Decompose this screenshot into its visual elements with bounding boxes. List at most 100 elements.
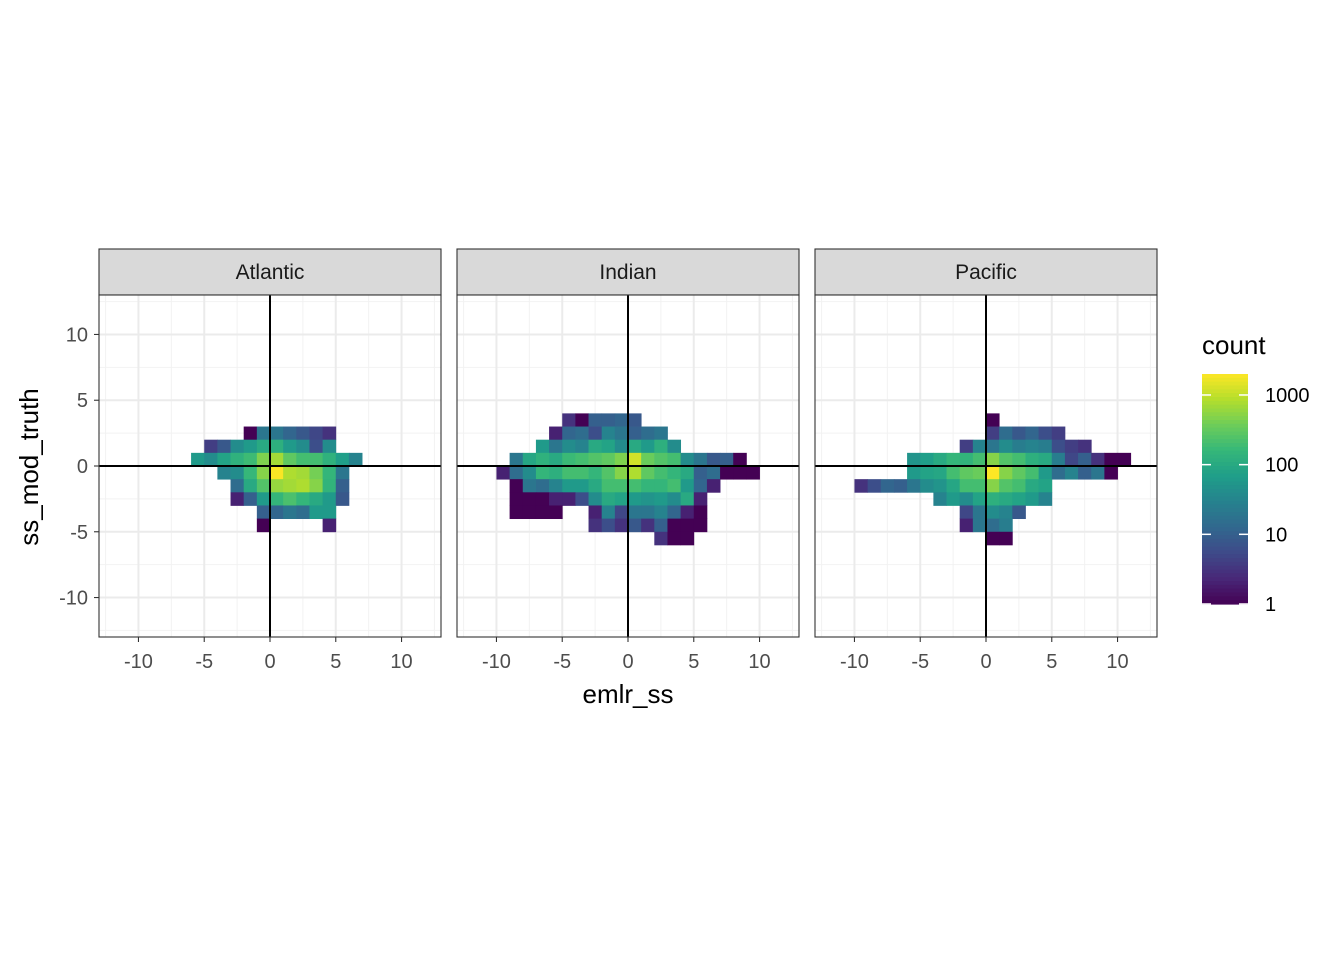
bin-cell xyxy=(535,479,550,493)
facet-panels: Atlantic Indian Pacific xyxy=(98,248,1158,638)
bin-cell xyxy=(309,426,324,441)
colorbar-segment xyxy=(1202,400,1248,406)
bin-cell xyxy=(588,518,603,533)
bin-cell xyxy=(601,492,616,506)
bin-cell xyxy=(230,452,245,467)
bin-cell xyxy=(549,439,563,454)
bin-cell xyxy=(1038,466,1053,480)
bin-cell xyxy=(1025,426,1040,441)
colorbar-segment xyxy=(1202,385,1248,390)
bin-cell xyxy=(999,452,1013,467)
bin-cell xyxy=(1012,439,1026,454)
bin-cell xyxy=(243,426,258,441)
bin-cell xyxy=(270,439,284,454)
colorbar-segment xyxy=(1202,393,1248,398)
bin-cell xyxy=(575,492,589,506)
bin-cell xyxy=(1012,492,1026,506)
x-tick-label: 0 xyxy=(622,651,633,673)
bin-cell xyxy=(946,479,961,493)
bin-cell xyxy=(667,479,682,493)
colorbar-segment xyxy=(1202,546,1248,551)
bin-cell xyxy=(243,492,258,506)
colorbar-segment xyxy=(1202,523,1248,528)
bin-cell xyxy=(535,505,550,520)
legend-break-label: 1 xyxy=(1265,594,1276,616)
bin-cell xyxy=(986,518,1000,533)
bin-cell xyxy=(217,466,231,480)
bin-cell xyxy=(230,439,245,454)
bin-cell xyxy=(641,452,655,467)
colorbar-segment xyxy=(1202,596,1248,601)
bin-cell xyxy=(562,479,576,493)
bin-cell xyxy=(933,479,947,493)
bin-cell xyxy=(1104,452,1118,467)
bin-cell xyxy=(641,492,655,506)
bin-cell xyxy=(628,466,642,480)
bin-cell xyxy=(880,479,895,493)
bin-cell xyxy=(733,466,747,480)
bin-cell xyxy=(920,452,934,467)
bin-cell xyxy=(1078,466,1092,480)
colorbar-segment xyxy=(1202,489,1248,494)
bin-cell xyxy=(614,413,629,427)
bin-cell xyxy=(535,492,550,506)
bin-cell xyxy=(959,505,974,520)
bin-cell xyxy=(999,426,1013,441)
bin-cell xyxy=(972,479,987,493)
bin-cell xyxy=(549,466,563,480)
x-tick-label: 5 xyxy=(330,651,341,673)
colorbar-segment xyxy=(1202,581,1248,586)
bin-cell xyxy=(535,452,550,467)
bin-cell xyxy=(575,452,589,467)
bin-cell xyxy=(986,426,1000,441)
bin-cell xyxy=(562,426,576,441)
bin-cell xyxy=(854,479,869,493)
bin-cell xyxy=(322,505,337,520)
facet-panel-pacific: Pacific xyxy=(814,248,1158,638)
bin-cell xyxy=(322,479,337,493)
bin-cell xyxy=(907,466,921,480)
x-tick-label: -10 xyxy=(124,651,153,673)
bin-cell xyxy=(243,479,258,493)
x-tick-label: 0 xyxy=(264,651,275,673)
bin-cell xyxy=(601,439,616,454)
bin-cell xyxy=(654,518,668,533)
colorbar-segment xyxy=(1202,412,1248,417)
bin-cell xyxy=(1025,452,1040,467)
bin-cell xyxy=(230,492,245,506)
colorbar-segment xyxy=(1202,377,1248,383)
bin-cell xyxy=(601,426,616,441)
colorbar-segment xyxy=(1202,420,1248,425)
bin-cell xyxy=(1064,439,1079,454)
bin-cell xyxy=(562,413,576,427)
colorbar-segment xyxy=(1202,374,1248,379)
facet-strip xyxy=(456,248,800,296)
bin-cell xyxy=(654,452,668,467)
bin-cell xyxy=(270,492,284,506)
bin-cell xyxy=(204,439,218,454)
bin-cell xyxy=(667,452,682,467)
colorbar-segment xyxy=(1202,466,1248,471)
bin-cell xyxy=(549,492,563,506)
bin-cell xyxy=(549,479,563,493)
x-tick-label: 10 xyxy=(390,651,412,673)
bin-cell xyxy=(680,479,695,493)
bin-cell xyxy=(720,452,734,467)
bin-cell xyxy=(693,518,708,533)
bin-cell xyxy=(893,479,908,493)
bin-cell xyxy=(522,505,537,520)
bin-cell xyxy=(920,466,934,480)
bin-cell xyxy=(680,505,695,520)
bin-cell xyxy=(562,492,576,506)
colorbar-segment xyxy=(1202,389,1248,394)
bin-cell xyxy=(641,426,655,441)
y-tick-label: -5 xyxy=(70,522,88,544)
bin-cell xyxy=(217,452,231,467)
bin-cell xyxy=(1051,452,1066,467)
bin-cell xyxy=(588,413,603,427)
bin-cell xyxy=(1038,452,1053,467)
bin-cell xyxy=(1078,452,1092,467)
bin-cell xyxy=(270,466,284,480)
bin-cell xyxy=(614,505,629,520)
colorbar-segment xyxy=(1202,508,1248,513)
